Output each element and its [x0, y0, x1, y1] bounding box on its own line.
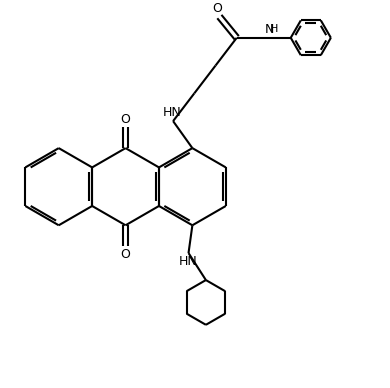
Text: O: O	[213, 2, 222, 16]
Text: O: O	[121, 248, 131, 261]
Text: HN: HN	[178, 255, 197, 268]
Text: O: O	[121, 113, 131, 126]
Text: H: H	[270, 24, 279, 34]
Text: N: N	[265, 23, 274, 36]
Text: HN: HN	[163, 106, 182, 119]
